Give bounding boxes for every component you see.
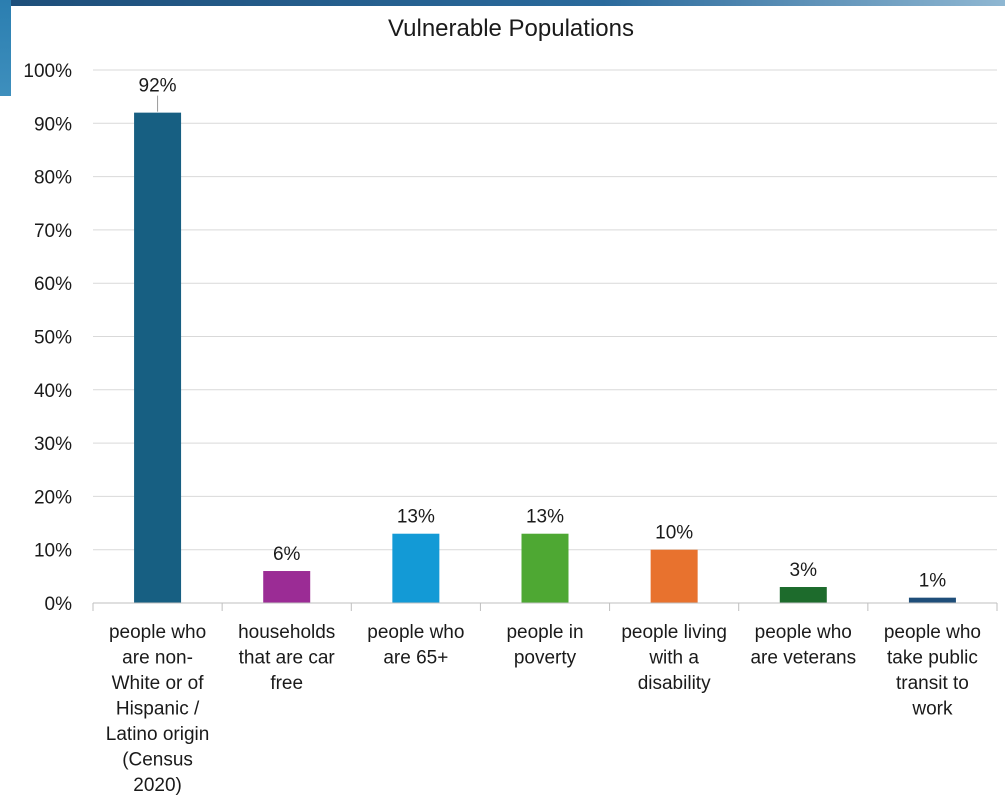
y-tick-label: 10% (34, 541, 72, 562)
data-label: 92% (139, 76, 177, 97)
y-tick-label: 0% (45, 594, 73, 615)
bar (521, 533, 569, 603)
x-tick-label: households that are car free (238, 622, 335, 694)
data-label: 6% (273, 544, 301, 565)
bar (779, 587, 827, 603)
y-tick-label: 30% (34, 434, 72, 455)
x-axis-ticks: people who are non-White or of Hispanic / L… (92, 603, 998, 796)
y-tick-label: 50% (34, 328, 72, 349)
y-tick-label: 70% (34, 221, 72, 242)
y-tick-label: 40% (34, 381, 72, 402)
data-label: 13% (397, 507, 435, 528)
x-tick-label: people living with a disability (621, 622, 727, 694)
x-tick-label: people who are veterans (750, 622, 856, 669)
y-tick-label: 100% (23, 61, 72, 82)
bar (134, 112, 182, 603)
x-tick-label: people who take public transit to work (884, 622, 981, 720)
y-tick-label: 90% (34, 114, 72, 135)
gridlines (93, 69, 997, 551)
y-tick-label: 80% (34, 168, 72, 189)
data-label: 3% (790, 560, 818, 581)
chart-title: Vulnerable Populations (388, 15, 634, 42)
data-labels: 92% 6% 13% 13% 10% 3% 1% (139, 76, 947, 592)
y-tick-label: 60% (34, 274, 72, 295)
bar (392, 533, 440, 603)
x-tick-label: people who are non-White or of Hispanic / L… (106, 622, 210, 796)
data-label: 1% (919, 571, 947, 592)
x-tick-label: people in poverty (506, 622, 583, 669)
y-axis-ticks: 0% 10% 20% 30% 40% 50% 60% 70% 80% 90% 100% (23, 61, 72, 615)
header-band (0, 0, 1005, 6)
bar (650, 549, 698, 603)
bars (134, 112, 956, 603)
x-tick-label: people who are 65+ (367, 622, 464, 669)
y-tick-label: 20% (34, 487, 72, 508)
data-label: 13% (526, 507, 564, 528)
slide-accent-bar (0, 0, 11, 96)
bar (263, 571, 311, 603)
bar (908, 597, 956, 603)
data-label: 10% (655, 523, 693, 544)
